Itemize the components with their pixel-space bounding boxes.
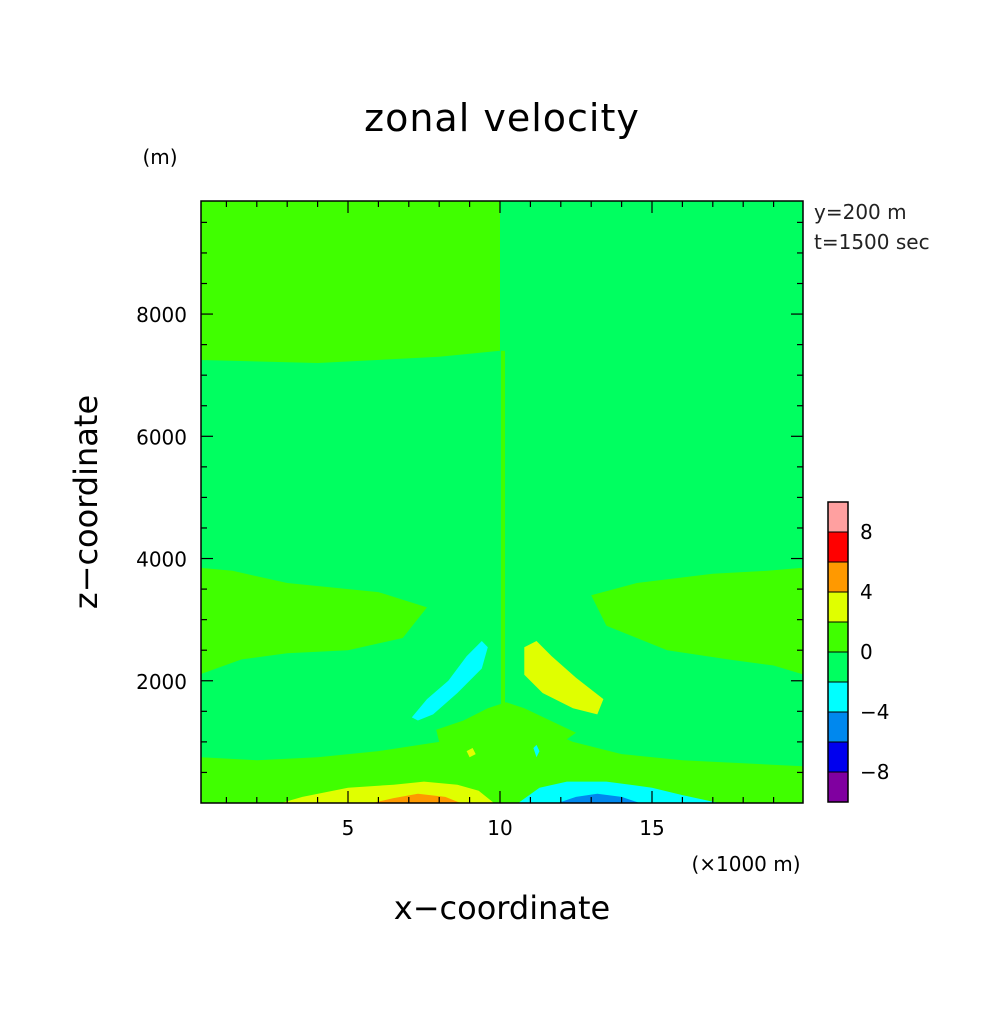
contour-region: [533, 744, 540, 758]
contour-fills: [201, 201, 803, 803]
y-tick-label: 4000: [136, 548, 187, 572]
colorbar-tick-label: −8: [860, 760, 889, 784]
plot-frame: [200, 200, 804, 804]
colorbar-tick-label: −4: [860, 700, 889, 724]
colorbar-swatch: [827, 741, 849, 773]
contour-region: [201, 201, 500, 363]
colorbar-swatch: [827, 621, 849, 653]
y-tick-label: 8000: [136, 303, 187, 327]
info-annotation-t: t=1500 sec: [814, 230, 930, 254]
colorbar: −8 −4 0 4 8: [827, 501, 889, 803]
colorbar-swatch: [827, 591, 849, 623]
contour-region: [557, 793, 640, 803]
contour-region: [372, 793, 461, 803]
colorbar-swatch: [827, 711, 849, 743]
y-tick-label: 2000: [136, 670, 187, 694]
colorbar-swatch: [827, 501, 849, 533]
colorbar-swatch: [827, 561, 849, 593]
x-unit-label: (×1000 m): [691, 852, 800, 876]
contour-region: [500, 201, 803, 360]
contour-region: [466, 748, 476, 758]
contour-region: [591, 567, 803, 675]
colorbar-swatch: [827, 681, 849, 713]
y-tick-label: 6000: [136, 425, 187, 449]
x-tick-label: 10: [487, 816, 512, 840]
y-unit-label: (m): [142, 145, 177, 169]
colorbar-swatch: [827, 651, 849, 683]
tick-labels: 5 10 15 2000 4000 6000 8000: [136, 303, 665, 840]
contour-region: [201, 567, 427, 674]
contour-region: [518, 781, 719, 803]
colorbar-tick-label: 0: [860, 640, 873, 664]
contour-region: [411, 641, 488, 721]
y-axis-label: z−coordinate: [67, 395, 105, 609]
contour-region: [524, 641, 604, 715]
contour-region: [436, 702, 576, 761]
chart-title: zonal velocity: [364, 96, 640, 140]
colorbar-frame: [827, 501, 849, 803]
x-tick-label: 15: [639, 816, 664, 840]
x-tick-label: 5: [342, 816, 355, 840]
x-axis-label: x−coordinate: [394, 889, 610, 927]
colorbar-swatch: [827, 531, 849, 563]
colorbar-tick-label: 4: [860, 580, 873, 604]
info-annotation-y: y=200 m: [814, 200, 907, 224]
axis-ticks: [201, 201, 803, 803]
colorbar-swatch: [827, 771, 849, 803]
colorbar-tick-label: 8: [860, 520, 873, 544]
